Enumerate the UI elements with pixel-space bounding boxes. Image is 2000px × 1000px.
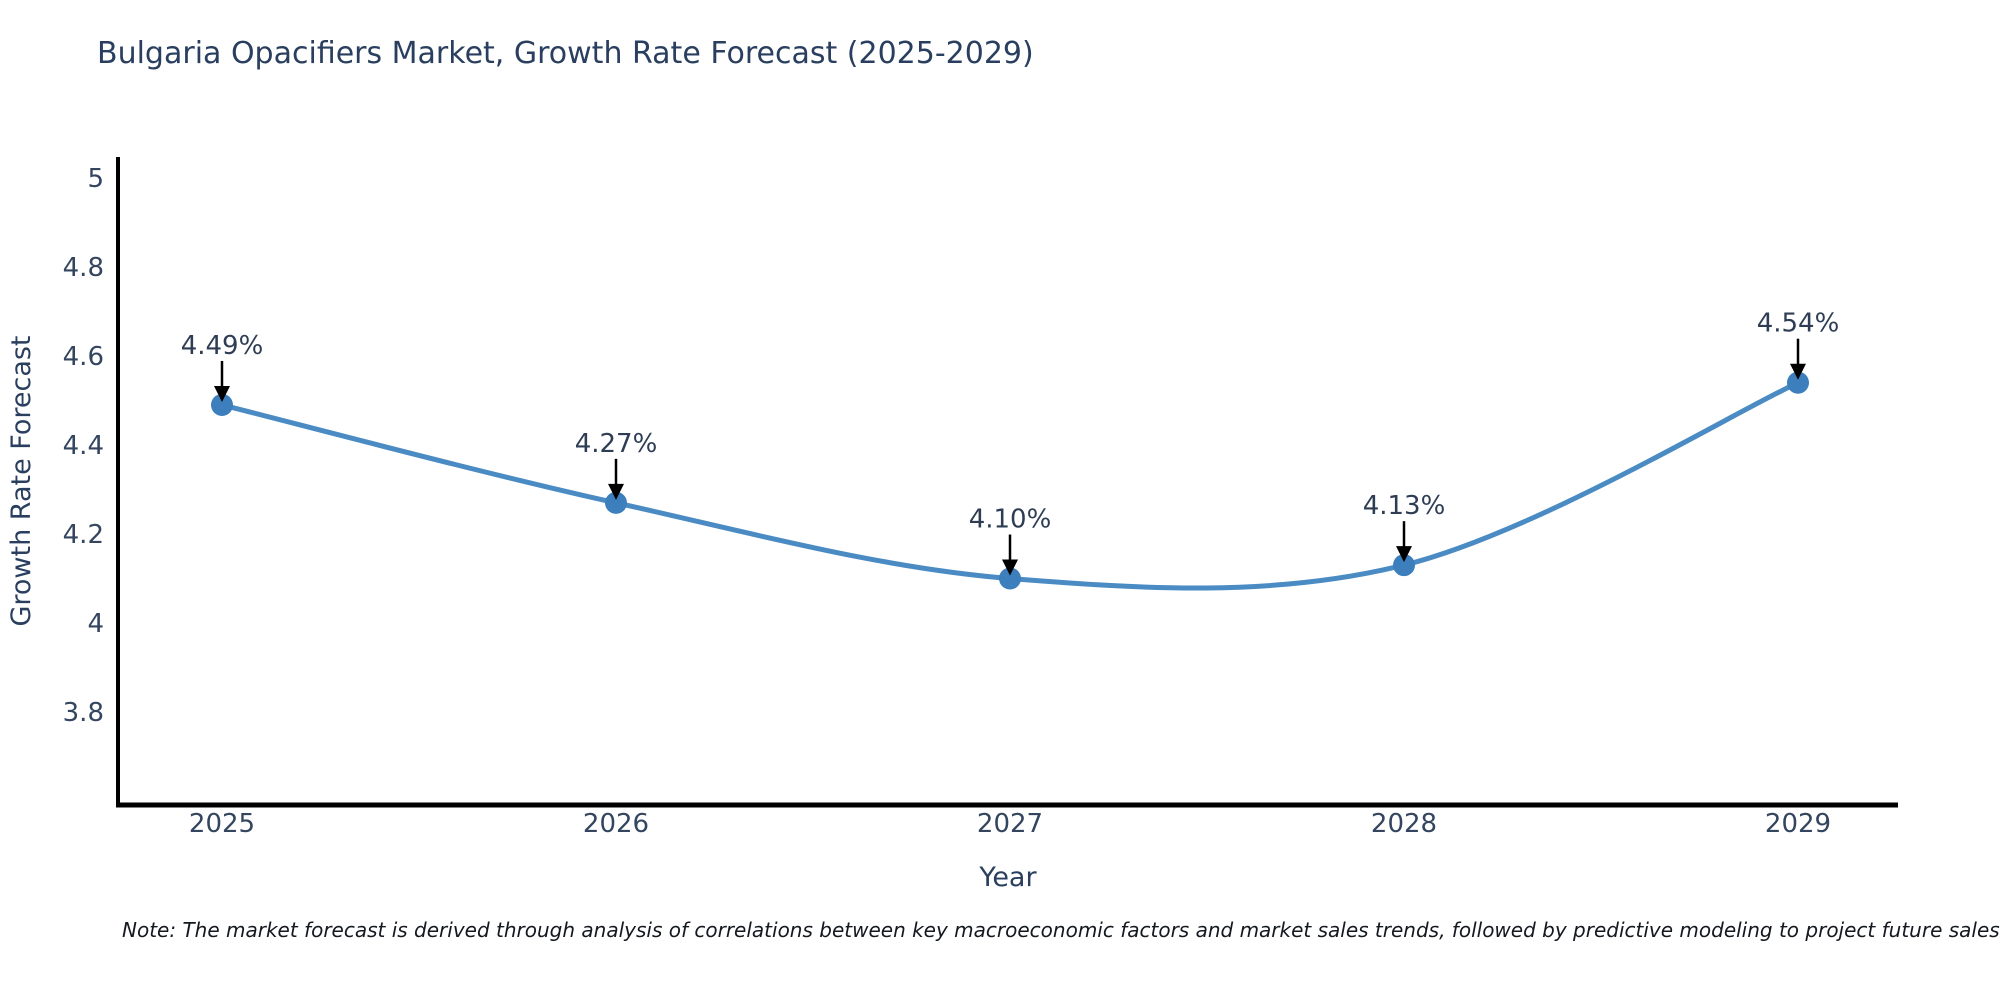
y-tick-label: 4: [87, 609, 104, 639]
x-tick-label: 2026: [583, 809, 649, 839]
annotation-arrowhead: [608, 483, 624, 500]
y-tick-label: 3.8: [63, 698, 104, 728]
x-axis-title: Year: [978, 862, 1037, 893]
annotation-arrowhead: [214, 385, 230, 402]
data-point-marker: [211, 393, 233, 416]
data-point-label: 4.13%: [1363, 491, 1446, 521]
footnote: Note: The market forecast is derived thr…: [122, 918, 2000, 942]
data-point-marker: [605, 491, 627, 514]
data-point-label: 4.49%: [181, 331, 264, 361]
y-tick-label: 4.4: [63, 431, 104, 461]
data-point-marker: [999, 567, 1021, 590]
x-tick-label: 2028: [1371, 809, 1437, 839]
data-point-label: 4.27%: [575, 429, 658, 459]
chart-title: Bulgaria Opacifiers Market, Growth Rate …: [97, 36, 1034, 71]
annotation-arrowhead: [1790, 363, 1806, 380]
y-tick-label: 4.6: [63, 342, 104, 372]
y-tick-label: 4.8: [63, 253, 104, 283]
data-point-marker: [1393, 554, 1415, 577]
y-tick-label: 4.2: [63, 520, 104, 550]
y-axis-title: Growth Rate Forecast: [6, 335, 37, 626]
x-tick-label: 2027: [977, 809, 1043, 839]
annotation-arrowhead: [1002, 559, 1018, 576]
x-tick-label: 2029: [1765, 809, 1831, 839]
data-point-label: 4.54%: [1757, 309, 1840, 339]
data-point-label: 4.10%: [969, 505, 1052, 535]
x-tick-label: 2025: [189, 809, 255, 839]
y-tick-label: 5: [87, 164, 104, 194]
data-point-marker: [1787, 371, 1809, 394]
annotation-arrowhead: [1396, 546, 1412, 563]
